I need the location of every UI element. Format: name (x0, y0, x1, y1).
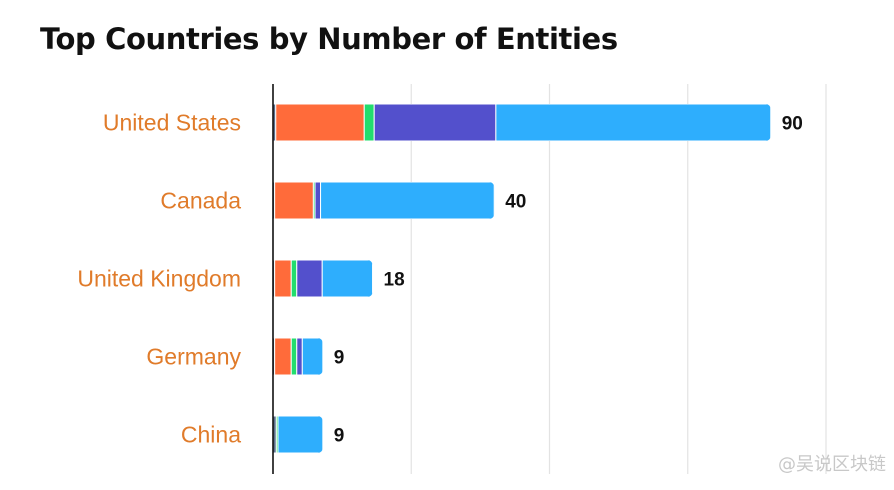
total-label: 40 (505, 192, 526, 213)
bar-segment (321, 260, 373, 297)
bar-segments (273, 104, 771, 453)
bar-segment (373, 104, 497, 141)
bar-segment (314, 182, 322, 219)
category-label: United States (103, 110, 241, 136)
bar-segment (320, 182, 495, 219)
bar-segment (296, 260, 323, 297)
bar-segment (363, 104, 375, 141)
chart-title: Top Countries by Number of Entities (40, 22, 618, 56)
category-label: China (181, 422, 241, 448)
total-labels: 90 40 18 9 9 (334, 114, 803, 447)
bar-segment (277, 416, 323, 453)
watermark: @吴说区块链 (778, 454, 886, 475)
category-label: Germany (146, 344, 241, 370)
bar-group (273, 104, 771, 141)
total-label: 18 (384, 270, 405, 291)
category-label: Canada (160, 188, 241, 214)
bar-segment (274, 338, 292, 375)
bar-group (273, 338, 323, 375)
bar-segment (495, 104, 771, 141)
bar-segment (274, 260, 292, 297)
total-label: 90 (782, 114, 803, 135)
bar-segment (274, 182, 314, 219)
bar-group (273, 416, 323, 453)
total-label: 9 (334, 426, 345, 447)
category-label: United Kingdom (77, 266, 241, 292)
total-label: 9 (334, 348, 345, 369)
bar-segment (290, 260, 298, 297)
bar-group (273, 182, 495, 219)
bar-segment (290, 338, 298, 375)
bar-segment (275, 104, 365, 141)
bar-segment (296, 338, 303, 375)
gridlines (410, 84, 827, 474)
bar-group (273, 260, 373, 297)
category-labels: United States Canada United Kingdom Germany… (77, 110, 241, 448)
bar-segment (301, 338, 323, 375)
